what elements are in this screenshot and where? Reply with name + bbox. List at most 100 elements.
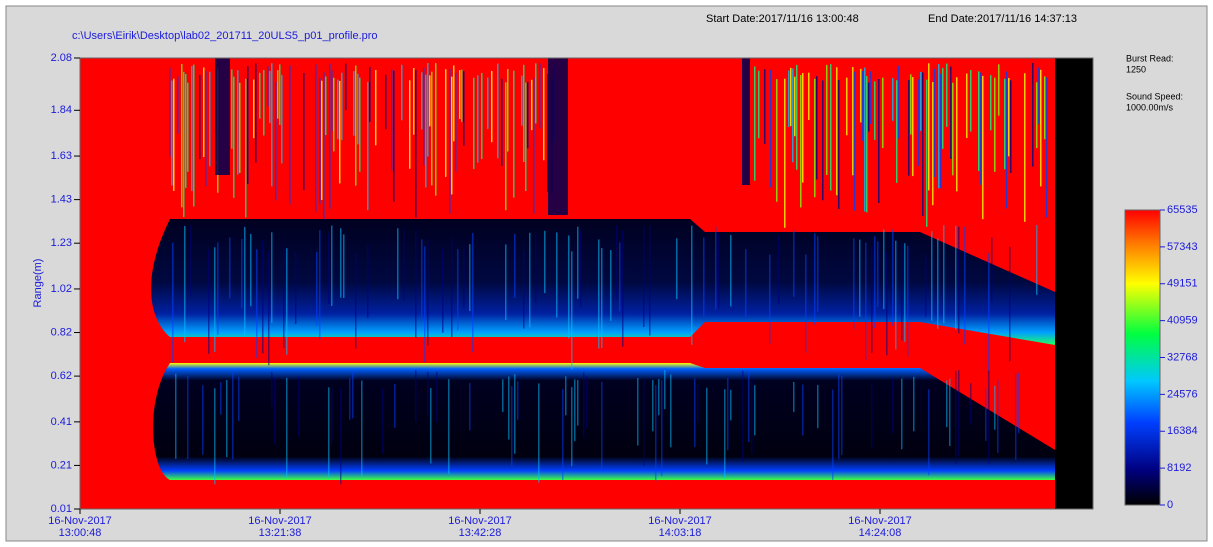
heatmap-texture [321, 81, 323, 200]
heatmap-texture [1006, 72, 1008, 209]
heatmap-texture [920, 72, 922, 131]
heatmap-texture [896, 80, 898, 183]
heatmap-texture [1036, 225, 1038, 295]
heatmap-texture [427, 63, 429, 157]
heatmap-texture [339, 81, 341, 184]
heatmap-texture [895, 241, 897, 350]
heatmap-texture [836, 67, 838, 195]
heatmap-texture [543, 68, 545, 160]
heatmap-texture [409, 80, 411, 169]
heatmap-texture [214, 388, 216, 484]
heatmap-texture [361, 381, 363, 476]
heatmap-texture [391, 70, 393, 171]
heatmap-texture [764, 69, 766, 144]
heatmap-texture [661, 380, 663, 476]
heatmap-texture [878, 79, 880, 203]
heatmap-texture [982, 76, 984, 219]
heatmap-texture [431, 72, 433, 186]
heatmap-texture [938, 64, 940, 188]
heatmap-texture [340, 228, 342, 297]
heatmap-texture [481, 73, 483, 159]
heatmap-texture [385, 75, 387, 130]
colorbar-tick-label: 65535 [1167, 204, 1198, 216]
colorbar-tick-label: 24576 [1167, 388, 1198, 400]
heatmap-texture [822, 80, 824, 200]
heatmap-texture [220, 382, 222, 414]
heatmap-texture [832, 390, 834, 480]
heatmap-texture [745, 249, 747, 317]
heatmap-texture [539, 63, 541, 128]
heatmap-texture [501, 79, 503, 166]
heatmap-texture [286, 378, 288, 478]
y-tick-label: 0.62 [51, 370, 72, 382]
heatmap-texture [337, 80, 339, 140]
heatmap-texture [1010, 80, 1012, 173]
heatmap-texture [289, 65, 291, 204]
heatmap-texture [874, 81, 876, 139]
heatmap-texture [901, 379, 903, 450]
heatmap-texture [214, 247, 216, 352]
heatmap-texture [792, 69, 794, 163]
x-tick-label: 13:00:48 [59, 527, 102, 539]
heatmap-texture [533, 78, 535, 214]
heatmap-texture [865, 243, 867, 361]
x-tick-label: 13:42:28 [459, 527, 502, 539]
heatmap-texture [793, 382, 795, 412]
heatmap-texture [718, 233, 720, 309]
x-tick-label: 16-Nov-2017 [448, 515, 512, 527]
heatmap-texture [427, 239, 429, 345]
heatmap-texture [329, 63, 331, 209]
app-window: c:\Users\Eirik\Desktop\lab02_201711_20UL… [0, 0, 1213, 547]
sound-speed-label: Sound Speed: [1126, 91, 1183, 101]
heatmap-texture [169, 68, 171, 157]
heatmap-texture [577, 227, 579, 299]
heatmap-texture [256, 249, 258, 358]
colorbar-tick-label: 0 [1167, 499, 1173, 511]
colorbar-tick-label: 32768 [1167, 351, 1198, 363]
heatmap-texture [652, 380, 654, 431]
heatmap-texture [912, 77, 914, 176]
heatmap-texture [215, 58, 230, 175]
heatmap-texture [1024, 73, 1026, 222]
heatmap-texture [187, 376, 189, 459]
heatmap-texture [970, 70, 972, 132]
y-tick-label: 0.21 [51, 459, 72, 471]
heatmap-texture [352, 371, 354, 418]
heatmap-texture [369, 67, 371, 122]
heatmap-texture [918, 79, 920, 165]
heatmap-texture [742, 371, 744, 462]
heatmap-texture [274, 377, 276, 444]
heatmap-texture [244, 227, 246, 336]
heatmap-texture [523, 250, 525, 329]
heatmap-texture [331, 226, 333, 306]
heatmap-texture [956, 77, 958, 191]
heatmap-texture [1046, 77, 1048, 217]
heatmap-texture [283, 248, 285, 348]
heatmap-texture [643, 380, 645, 466]
heatmap-texture [436, 372, 438, 423]
heatmap-texture [817, 236, 819, 311]
heatmap-texture [449, 69, 451, 213]
heatmap-texture [655, 385, 657, 481]
heatmap-texture [622, 231, 624, 347]
heatmap-texture [271, 232, 273, 323]
heatmap-texture [298, 375, 300, 436]
heatmap-shape [153, 363, 1055, 480]
heatmap-texture [946, 380, 948, 427]
heatmap-texture [183, 72, 185, 217]
heatmap-texture [491, 71, 493, 142]
heatmap-texture [415, 230, 417, 337]
heatmap-texture [571, 387, 573, 466]
heatmap-texture [913, 377, 915, 431]
heatmap-texture [1015, 373, 1017, 459]
heatmap-texture [319, 78, 321, 204]
heatmap-texture [427, 372, 429, 416]
heatmap-texture [676, 238, 678, 299]
heatmap-texture [181, 64, 183, 207]
heatmap-texture [1032, 63, 1034, 167]
heatmap-texture [748, 370, 750, 442]
heatmap-texture [958, 227, 960, 334]
heatmap-texture [1018, 373, 1020, 434]
heatmap-texture [691, 226, 693, 345]
colorbar [1125, 210, 1160, 505]
